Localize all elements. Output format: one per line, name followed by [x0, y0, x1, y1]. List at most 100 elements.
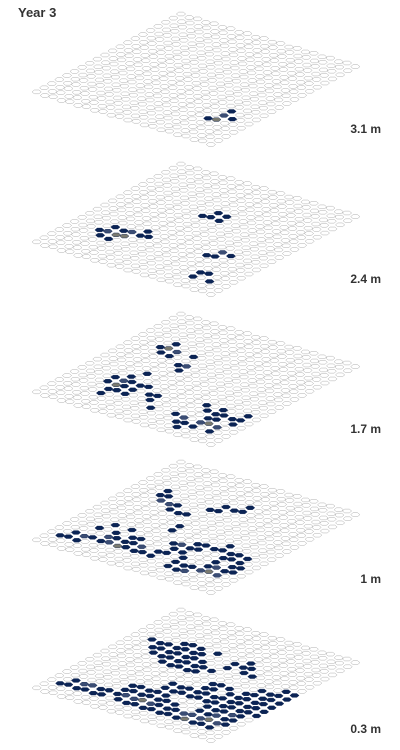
hex-cell	[146, 36, 157, 41]
hex-cell	[189, 360, 200, 365]
hex-cell	[257, 548, 268, 553]
hex-cell	[223, 377, 234, 382]
hex-cell	[144, 92, 155, 97]
hex-cell	[295, 676, 306, 681]
hex-cell	[243, 114, 254, 119]
hex-cell	[172, 274, 182, 280]
hex-cell	[205, 730, 216, 735]
hex-cell	[31, 389, 42, 395]
hex-cell	[160, 20, 171, 25]
hex-cell	[100, 202, 110, 208]
hex-cell-filled	[171, 342, 182, 347]
hex-cell	[212, 197, 222, 203]
hex-cell	[158, 672, 169, 677]
hex-cell	[176, 467, 187, 472]
hex-cell-filled	[126, 374, 137, 379]
hex-cell	[180, 499, 191, 504]
hex-cell	[239, 224, 249, 230]
hex-cell	[257, 392, 267, 398]
hex-cell	[106, 113, 117, 118]
hex-cell	[172, 572, 182, 578]
hex-cell-filled	[211, 117, 222, 122]
hex-cell	[126, 522, 137, 527]
hex-cell	[319, 521, 330, 526]
hex-cell-filled	[211, 417, 222, 422]
hex-cell	[165, 367, 176, 372]
hex-cell	[312, 681, 323, 686]
hex-cell	[219, 561, 229, 566]
hex-cell-filled	[265, 692, 276, 697]
hex-cell	[178, 188, 189, 193]
hex-cell	[102, 223, 113, 228]
hex-cell	[101, 65, 112, 71]
hex-cell-filled	[127, 527, 137, 533]
hex-cell	[260, 349, 271, 354]
hex-cell	[239, 74, 249, 80]
hex-cell-filled	[153, 549, 164, 554]
hex-cell	[228, 578, 239, 583]
hex-cell	[218, 330, 229, 335]
hex-cell	[71, 390, 82, 395]
hex-cell	[276, 497, 287, 502]
hex-cell	[62, 529, 73, 534]
hex-cell	[159, 680, 170, 685]
hex-cell	[87, 387, 98, 392]
hex-cell	[195, 192, 206, 198]
hex-cell	[242, 258, 253, 264]
hex-cell	[251, 117, 262, 123]
hex-cell	[187, 41, 198, 46]
hex-cell	[227, 487, 238, 492]
hex-cell	[225, 403, 236, 409]
hex-cell	[295, 528, 306, 533]
hex-cell	[286, 221, 297, 226]
hex-cell	[254, 522, 265, 527]
hex-cell	[271, 79, 282, 84]
hex-cell	[267, 488, 278, 493]
hex-cell	[302, 68, 313, 73]
hex-cell	[164, 724, 175, 730]
hex-cell	[123, 348, 134, 353]
hex-cell	[223, 83, 234, 88]
hex-cell-filled	[213, 210, 224, 216]
hex-cell	[261, 207, 272, 212]
hex-cell	[196, 498, 207, 503]
hex-cell	[277, 510, 288, 515]
hex-cell-filled	[230, 661, 240, 667]
hex-cell	[63, 86, 74, 91]
hex-cell	[164, 204, 175, 209]
hex-cell	[280, 388, 291, 393]
hex-cell	[209, 329, 220, 334]
hex-cell	[187, 341, 198, 346]
hex-cell-filled	[95, 233, 106, 238]
hex-cell	[251, 267, 262, 273]
hex-cell	[189, 60, 200, 65]
hex-cell	[86, 670, 97, 675]
hex-cell	[252, 198, 263, 203]
hex-cell	[262, 70, 273, 75]
hex-cell	[236, 722, 247, 727]
hex-cell	[261, 505, 272, 510]
hex-cell	[280, 88, 291, 93]
hex-cell	[190, 73, 201, 78]
hex-cell	[138, 109, 149, 114]
hex-cell	[222, 69, 233, 75]
hex-cell	[168, 93, 179, 98]
hex-cell	[122, 706, 133, 711]
hex-cell	[211, 342, 222, 347]
hex-cell	[78, 526, 89, 531]
hex-cell	[243, 264, 254, 269]
hex-cell	[93, 220, 104, 225]
hex-cell	[85, 516, 96, 522]
hex-cell	[235, 43, 246, 48]
hex-cell	[95, 531, 106, 536]
hex-cell-filled	[245, 661, 256, 666]
hex-cell	[113, 251, 124, 256]
hex-cell	[288, 680, 299, 685]
hex-cell	[249, 96, 260, 102]
hex-cell	[225, 176, 236, 181]
hex-cell	[164, 576, 175, 582]
hex-cell	[231, 674, 242, 680]
hex-cell	[185, 103, 196, 108]
hex-cell	[221, 434, 232, 439]
hex-cell	[133, 212, 144, 217]
